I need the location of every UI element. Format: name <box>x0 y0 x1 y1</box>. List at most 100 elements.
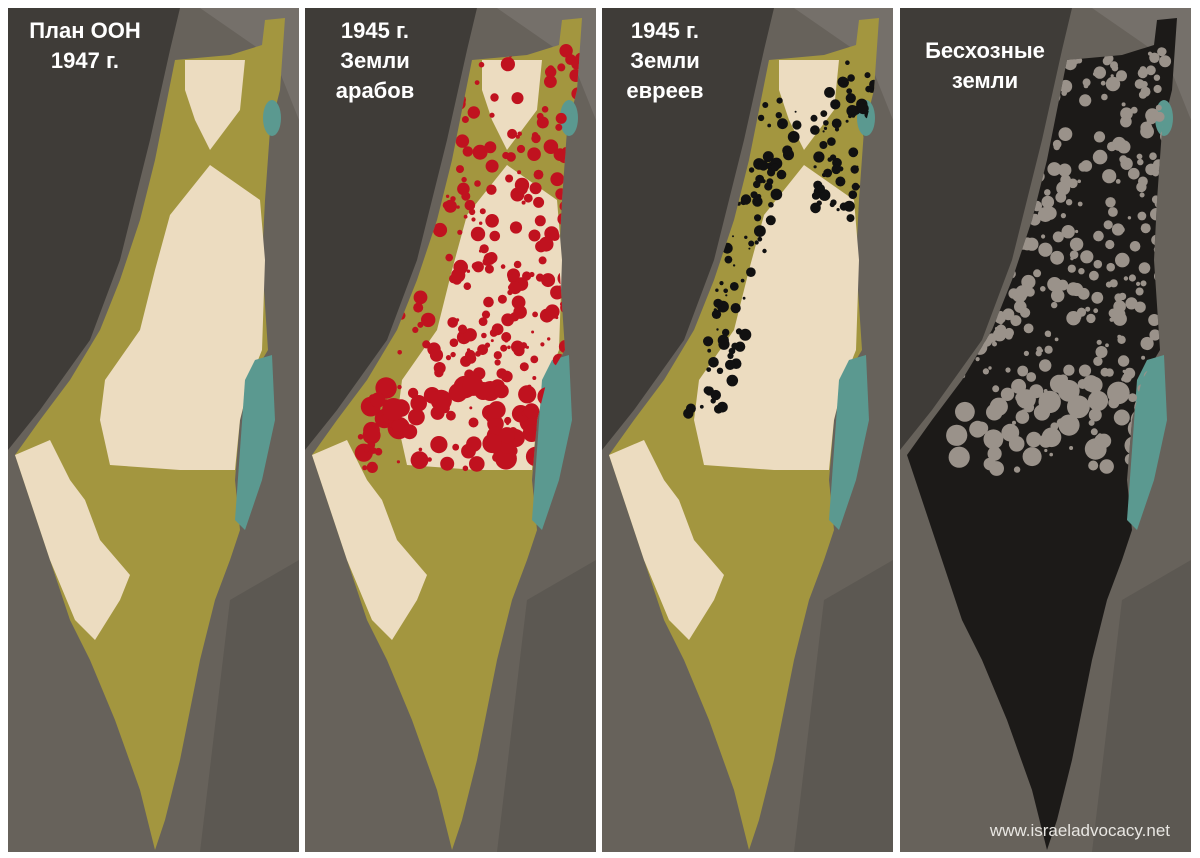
settlement-dot <box>757 114 765 122</box>
settlement-dot <box>758 160 769 171</box>
settlement-dot <box>417 321 424 328</box>
settlement-dot <box>514 307 520 313</box>
settlement-dot <box>1008 436 1025 452</box>
settlement-dot <box>1083 294 1088 299</box>
settlement-dot <box>427 457 432 462</box>
settlement-dot <box>1080 250 1094 264</box>
settlement-dot <box>370 392 386 408</box>
settlement-dot <box>410 451 429 469</box>
settlement-dot <box>731 342 739 350</box>
settlement-dot <box>397 384 402 390</box>
settlement-dot <box>987 446 1002 461</box>
settlement-dot <box>466 269 471 273</box>
settlement-dot <box>430 436 448 454</box>
map-panel: 1945 г. Земли арабов <box>305 8 596 852</box>
settlement-dot <box>766 178 774 186</box>
settlement-dot <box>1105 368 1114 377</box>
settlement-dot <box>829 201 835 208</box>
settlement-dot <box>1013 466 1021 473</box>
watermark: www.israeladvocacy.net <box>989 821 1170 840</box>
settlement-dot <box>823 120 829 126</box>
settlement-dot <box>728 347 736 355</box>
settlement-dot <box>857 103 869 115</box>
settlement-dot <box>467 106 480 119</box>
settlement-dot <box>819 141 828 149</box>
settlement-dot <box>1093 230 1104 242</box>
settlement-dot <box>489 112 495 118</box>
settlement-dot <box>527 384 532 389</box>
settlement-dot <box>484 141 497 154</box>
settlement-dot <box>1159 47 1167 56</box>
settlement-dot <box>521 200 526 205</box>
settlement-dot <box>820 110 828 117</box>
settlement-dot <box>1128 393 1137 402</box>
settlement-dot <box>823 168 833 178</box>
settlement-dot <box>813 165 817 169</box>
settlement-dot <box>1128 167 1140 180</box>
settlement-dot <box>1140 336 1154 351</box>
settlement-dot <box>823 126 828 130</box>
settlement-dot <box>794 110 797 113</box>
settlement-dot <box>1124 367 1136 379</box>
settlement-dot <box>1141 355 1146 360</box>
settlement-dot <box>1107 141 1117 152</box>
settlement-dot <box>1086 313 1096 324</box>
settlement-dot <box>1100 80 1106 86</box>
settlement-dot <box>1047 277 1062 292</box>
settlement-dot <box>402 424 418 440</box>
settlement-dot <box>498 427 515 444</box>
settlement-dot <box>555 123 563 131</box>
settlement-dot <box>465 349 476 361</box>
settlement-dot <box>1129 241 1141 252</box>
sea <box>602 8 774 450</box>
settlement-dot <box>748 240 755 247</box>
settlement-dot <box>1059 79 1073 93</box>
settlement-dot <box>1105 239 1115 250</box>
settlement-dot <box>412 326 419 333</box>
settlement-dot <box>1037 210 1048 221</box>
settlement-dot <box>948 446 970 468</box>
settlement-dot <box>986 403 1003 421</box>
settlement-dot <box>718 338 730 350</box>
settlement-dot <box>1075 229 1079 234</box>
settlement-dot <box>777 118 788 130</box>
settlement-dot <box>850 165 859 174</box>
settlement-dot <box>445 194 450 198</box>
settlement-dot <box>1110 74 1114 78</box>
settlement-dot <box>1105 197 1116 208</box>
settlement-dot <box>1089 270 1099 281</box>
settlement-dot <box>1144 121 1150 127</box>
settlement-dot <box>445 355 452 361</box>
settlement-dot <box>471 217 476 222</box>
settlement-dot <box>1067 395 1090 419</box>
settlement-dot <box>547 65 555 73</box>
settlement-dot <box>519 362 529 372</box>
settlement-dot <box>1070 282 1084 297</box>
settlement-dot <box>787 131 800 143</box>
settlement-dot <box>1107 381 1130 405</box>
settlement-dot <box>1012 420 1016 425</box>
settlement-dot <box>1127 216 1132 220</box>
settlement-dot <box>1005 331 1013 340</box>
settlement-dot <box>1044 189 1051 196</box>
panel-title: Земли <box>630 48 700 73</box>
settlement-dot <box>730 303 741 314</box>
settlement-dot <box>464 199 476 211</box>
settlement-dot <box>1120 115 1132 128</box>
settlement-dot <box>1054 337 1059 342</box>
settlement-dot <box>770 188 783 201</box>
settlement-dot <box>1137 211 1147 221</box>
settlement-dot <box>716 328 719 331</box>
settlement-dot <box>487 401 506 419</box>
settlement-dot <box>446 410 456 421</box>
settlement-dot <box>432 222 448 238</box>
settlement-dot <box>1038 242 1053 257</box>
settlement-dot <box>507 153 515 161</box>
settlement-dot <box>1080 160 1093 172</box>
settlement-dot <box>367 441 376 449</box>
settlement-dot <box>486 184 497 195</box>
settlement-dot <box>735 328 743 335</box>
settlement-dot <box>501 332 512 342</box>
settlement-dot <box>515 134 520 139</box>
settlement-dot <box>848 190 858 199</box>
